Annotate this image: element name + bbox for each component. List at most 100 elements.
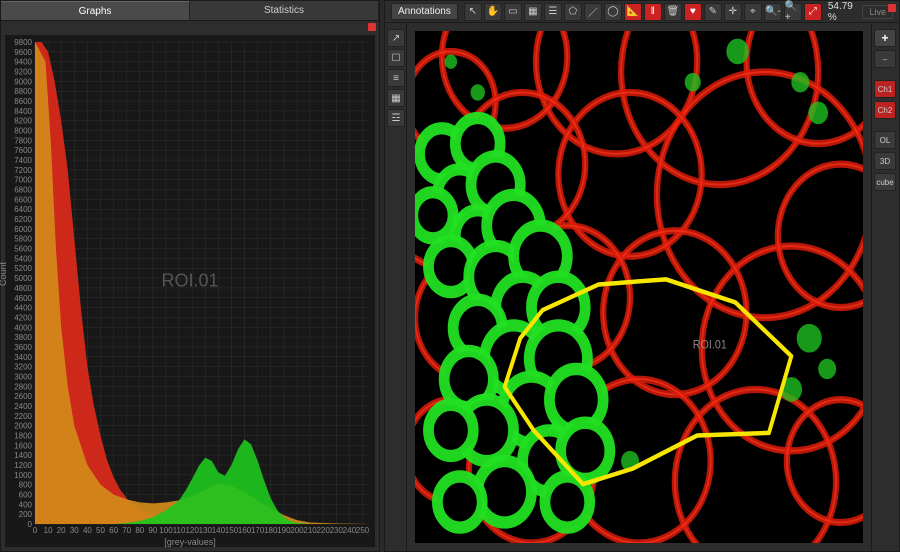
svg-text:80: 80 <box>135 526 144 535</box>
trash-icon[interactable]: 🗑 <box>664 3 682 21</box>
pencil-icon[interactable]: ✎ <box>704 3 722 21</box>
svg-text:800: 800 <box>19 481 33 490</box>
svg-text:6600: 6600 <box>14 195 32 204</box>
minus-button[interactable]: – <box>874 50 896 68</box>
svg-text:2000: 2000 <box>14 422 32 431</box>
left-tabbar: Graphs Statistics <box>1 1 379 21</box>
pause-icon[interactable]: ‖ <box>644 3 662 21</box>
expand-icon[interactable]: ⤢ <box>804 3 822 21</box>
svg-text:10: 10 <box>44 526 53 535</box>
svg-text:9200: 9200 <box>14 68 32 77</box>
y-axis-label: Count <box>0 262 8 286</box>
histogram-svg: 0200400600800100012001400160018002000220… <box>5 35 375 547</box>
svg-text:5200: 5200 <box>14 264 32 273</box>
right-side-toolbar: + – Ch1 Ch2 OL 3D cube <box>871 23 899 551</box>
hand-icon[interactable]: ✋ <box>484 3 502 21</box>
window-icon[interactable]: ☐ <box>387 49 405 67</box>
layers-icon[interactable]: ☰ <box>544 3 562 21</box>
magnifier-minus-icon[interactable]: 🔍- <box>764 3 782 21</box>
svg-text:210: 210 <box>303 526 317 535</box>
svg-text:7400: 7400 <box>14 156 32 165</box>
tab-statistics[interactable]: Statistics <box>190 1 379 20</box>
magnifier-plus-icon[interactable]: 🔍+ <box>784 3 802 21</box>
svg-text:20: 20 <box>57 526 66 535</box>
image-viewer-panel: Annotations ↖✋▭▦☰⬠／◯📐‖🗑♥✎✛⌖🔍-🔍+⤢ 54.79 %… <box>384 0 900 552</box>
cube-button[interactable]: cube <box>874 173 896 191</box>
svg-text:7000: 7000 <box>14 176 32 185</box>
svg-text:90: 90 <box>148 526 157 535</box>
ruler-icon[interactable]: 📐 <box>624 3 642 21</box>
svg-text:0: 0 <box>33 526 38 535</box>
svg-text:600: 600 <box>19 490 33 499</box>
heart-icon[interactable]: ♥ <box>684 3 702 21</box>
svg-text:180: 180 <box>264 526 278 535</box>
svg-text:1800: 1800 <box>14 431 32 440</box>
svg-text:30: 30 <box>70 526 79 535</box>
svg-text:60: 60 <box>109 526 118 535</box>
svg-text:130: 130 <box>199 526 213 535</box>
crosshair-icon[interactable]: ✛ <box>724 3 742 21</box>
svg-text:4800: 4800 <box>14 284 32 293</box>
svg-text:7600: 7600 <box>14 146 32 155</box>
svg-text:6400: 6400 <box>14 205 32 214</box>
svg-text:7800: 7800 <box>14 136 32 145</box>
svg-text:40: 40 <box>83 526 92 535</box>
close-icon[interactable] <box>888 4 896 12</box>
ellipse-icon[interactable]: ◯ <box>604 3 622 21</box>
ch2-button[interactable]: Ch2 <box>874 101 896 119</box>
pointer-icon[interactable]: ↖ <box>464 3 482 21</box>
svg-text:6800: 6800 <box>14 186 32 195</box>
layers2-icon[interactable]: ☲ <box>387 109 405 127</box>
rect-group-icon[interactable]: ▦ <box>524 3 542 21</box>
svg-text:200: 200 <box>290 526 304 535</box>
svg-text:1400: 1400 <box>14 451 32 460</box>
share-icon[interactable]: ↗ <box>387 29 405 47</box>
svg-text:230: 230 <box>330 526 344 535</box>
3d-button[interactable]: 3D <box>874 152 896 170</box>
svg-text:5400: 5400 <box>14 254 32 263</box>
svg-text:2200: 2200 <box>14 412 32 421</box>
svg-text:100: 100 <box>159 526 173 535</box>
poly-icon[interactable]: ⬠ <box>564 3 582 21</box>
plus-button[interactable]: + <box>874 29 896 47</box>
annotations-dropdown[interactable]: Annotations <box>391 3 458 20</box>
svg-text:9600: 9600 <box>14 48 32 57</box>
svg-text:4000: 4000 <box>14 323 32 332</box>
svg-text:3600: 3600 <box>14 343 32 352</box>
svg-text:150: 150 <box>225 526 239 535</box>
svg-text:1000: 1000 <box>14 471 32 480</box>
rect-icon[interactable]: ▭ <box>504 3 522 21</box>
microscopy-image: ROI.01 <box>415 31 863 543</box>
svg-text:3200: 3200 <box>14 363 32 372</box>
tab-graphs[interactable]: Graphs <box>1 1 190 20</box>
stack-icon[interactable]: ≡ <box>387 69 405 87</box>
ol-button[interactable]: OL <box>874 131 896 149</box>
ch1-button[interactable]: Ch1 <box>874 80 896 98</box>
viewer-toolbar: Annotations ↖✋▭▦☰⬠／◯📐‖🗑♥✎✛⌖🔍-🔍+⤢ 54.79 %… <box>385 1 899 23</box>
svg-text:160: 160 <box>238 526 252 535</box>
compass-icon[interactable]: ⌖ <box>744 3 762 21</box>
svg-text:3800: 3800 <box>14 333 32 342</box>
svg-text:9800: 9800 <box>14 38 32 47</box>
zoom-percentage: 54.79 % <box>828 1 857 23</box>
svg-text:5000: 5000 <box>14 274 32 283</box>
svg-text:140: 140 <box>212 526 226 535</box>
svg-text:8800: 8800 <box>14 87 32 96</box>
line-icon[interactable]: ／ <box>584 3 602 21</box>
grid-icon[interactable]: ▦ <box>387 89 405 107</box>
close-icon[interactable] <box>368 23 376 31</box>
svg-text:1200: 1200 <box>14 461 32 470</box>
svg-text:5600: 5600 <box>14 245 32 254</box>
svg-text:3000: 3000 <box>14 372 32 381</box>
svg-text:4200: 4200 <box>14 313 32 322</box>
svg-text:250: 250 <box>356 526 370 535</box>
svg-text:9400: 9400 <box>14 58 32 67</box>
svg-text:2800: 2800 <box>14 382 32 391</box>
image-viewport[interactable]: ROI.01 <box>407 23 871 551</box>
svg-text:4400: 4400 <box>14 304 32 313</box>
svg-text:8400: 8400 <box>14 107 32 116</box>
roi-marker-label: ROI.01 <box>693 339 727 352</box>
graphs-panel: Graphs Statistics Count 0200400600800100… <box>0 0 380 552</box>
svg-text:120: 120 <box>185 526 199 535</box>
svg-text:6200: 6200 <box>14 215 32 224</box>
